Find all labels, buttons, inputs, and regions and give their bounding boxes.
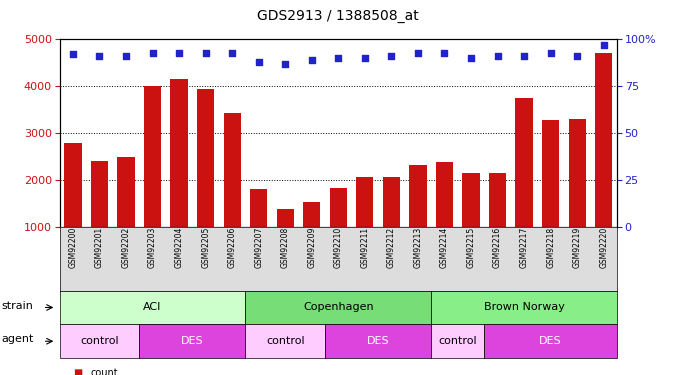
Bar (303, 202, 321, 227)
Point (439, 50, 450, 55)
Point (412, 50, 423, 55)
Bar (277, 209, 294, 227)
Point (280, 61, 291, 67)
Bar (569, 119, 586, 227)
Bar (250, 189, 267, 227)
Point (94, 53, 105, 59)
Point (121, 53, 132, 59)
Point (333, 55, 344, 61)
Text: control: control (439, 336, 477, 346)
Bar (197, 88, 214, 227)
Text: ACI: ACI (143, 303, 162, 312)
Text: DES: DES (181, 336, 203, 346)
Text: Brown Norway: Brown Norway (483, 303, 565, 312)
Bar (410, 165, 426, 227)
Bar (117, 157, 135, 227)
Point (174, 50, 184, 55)
Bar (489, 173, 506, 227)
Point (519, 53, 530, 59)
Text: count: count (90, 368, 118, 375)
Bar (462, 173, 479, 227)
Bar (64, 142, 81, 227)
Point (598, 42, 609, 48)
Text: DES: DES (367, 336, 389, 346)
Point (306, 57, 317, 63)
Text: Copenhagen: Copenhagen (303, 303, 374, 312)
Bar (595, 54, 612, 227)
Point (386, 53, 397, 59)
Bar (542, 120, 559, 227)
Text: control: control (266, 336, 304, 346)
Point (226, 50, 237, 55)
Point (466, 55, 477, 61)
Bar (91, 161, 108, 227)
Text: DES: DES (539, 336, 562, 346)
Bar (383, 177, 400, 227)
Point (572, 53, 582, 59)
Bar (356, 177, 374, 227)
Point (254, 59, 264, 65)
Point (68, 51, 79, 57)
Point (492, 53, 503, 59)
Point (147, 50, 158, 55)
Bar (436, 162, 453, 227)
Bar (170, 79, 188, 227)
Text: GDS2913 / 1388508_at: GDS2913 / 1388508_at (258, 9, 419, 23)
Text: ■: ■ (73, 368, 83, 375)
Point (545, 50, 556, 55)
Bar (224, 112, 241, 227)
Text: control: control (80, 336, 119, 346)
Bar (330, 188, 347, 227)
Text: strain: strain (1, 301, 33, 310)
Point (359, 55, 370, 61)
Bar (144, 86, 161, 227)
Point (200, 50, 211, 55)
Bar (515, 98, 533, 227)
Text: agent: agent (1, 334, 34, 344)
